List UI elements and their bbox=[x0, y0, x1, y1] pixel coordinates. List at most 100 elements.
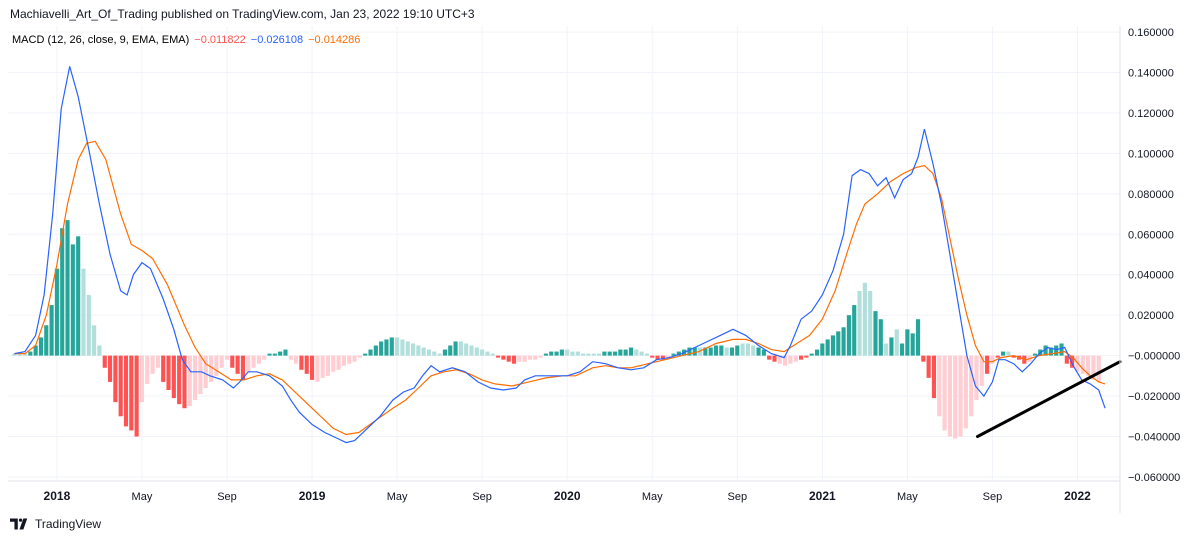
histogram-bar bbox=[884, 343, 889, 356]
x-tick-label: 2019 bbox=[299, 489, 326, 503]
histogram-bar bbox=[262, 355, 267, 360]
histogram-bar bbox=[995, 355, 1000, 358]
histogram-bar bbox=[28, 351, 33, 356]
indicator-legend[interactable]: MACD (12, 26, close, 9, EMA, EMA) −0.011… bbox=[12, 34, 360, 46]
histogram-bar bbox=[400, 339, 405, 356]
histogram-bar bbox=[432, 351, 437, 356]
histogram-bar bbox=[357, 355, 362, 358]
histogram-bar bbox=[501, 355, 506, 360]
histogram-bar bbox=[352, 355, 357, 362]
histogram-bar bbox=[985, 355, 990, 374]
time-axis[interactable]: 2018 May Sep 2019 May Sep 2020 May Sep 2021 May Sep… bbox=[44, 489, 1092, 503]
histogram-bar bbox=[272, 353, 277, 356]
histogram-bar bbox=[171, 355, 176, 399]
histogram-bar bbox=[246, 355, 251, 372]
histogram-bar bbox=[442, 349, 448, 356]
y-tick-label: −0.040000 bbox=[1128, 432, 1180, 444]
histogram-bar bbox=[581, 353, 586, 356]
x-tick-label: 2018 bbox=[44, 489, 71, 503]
histogram-bar bbox=[139, 355, 145, 403]
histogram-bar bbox=[1059, 343, 1064, 356]
histogram-bar bbox=[49, 305, 54, 356]
histogram-bar bbox=[379, 341, 384, 356]
histogram-bar bbox=[38, 337, 44, 356]
histogram-bar bbox=[70, 244, 75, 356]
footer-brand[interactable]: TradingView bbox=[10, 515, 101, 533]
histogram-bar bbox=[990, 355, 995, 364]
histogram-bar bbox=[1006, 351, 1011, 356]
indicator-label[interactable]: MACD (12, 26, close, 9, EMA, EMA) bbox=[12, 34, 189, 46]
histogram-bar bbox=[538, 355, 543, 358]
histogram-bar bbox=[868, 290, 873, 356]
histogram-bar bbox=[368, 349, 373, 356]
trendline-layer bbox=[976, 360, 1122, 439]
histogram-bar bbox=[1043, 345, 1048, 356]
histogram-bar bbox=[761, 349, 766, 356]
histogram-bar bbox=[453, 341, 458, 356]
histogram-bar bbox=[650, 355, 655, 358]
histogram-bar bbox=[862, 282, 867, 356]
x-tick-label: Sep bbox=[472, 491, 492, 503]
histogram-bar bbox=[591, 353, 596, 356]
histogram-bar bbox=[751, 345, 756, 356]
histogram-bar bbox=[607, 351, 612, 356]
histogram-bar bbox=[740, 343, 745, 356]
histogram-bar bbox=[979, 355, 984, 386]
histogram-bar bbox=[389, 337, 394, 356]
histogram-bar bbox=[676, 351, 681, 356]
histogram-bar bbox=[81, 268, 86, 356]
chart-container[interactable]: 0.160000 0.140000 0.120000 0.100000 0.080000… bbox=[8, 26, 1192, 513]
histogram-bar bbox=[756, 347, 761, 356]
histogram-bar bbox=[798, 355, 804, 360]
legend-value-histogram: −0.011822 bbox=[194, 34, 246, 46]
histogram-bar bbox=[235, 355, 240, 374]
histogram-bar bbox=[410, 343, 416, 356]
histogram-bar bbox=[60, 228, 65, 356]
histogram-bar bbox=[612, 351, 618, 356]
histogram-bar bbox=[182, 355, 187, 409]
histogram-bar bbox=[325, 355, 331, 376]
histogram-bar bbox=[788, 355, 793, 364]
histogram-bar bbox=[86, 294, 91, 356]
histogram-bar bbox=[793, 355, 798, 362]
histogram-bar bbox=[224, 355, 230, 360]
histogram-bar bbox=[836, 331, 841, 356]
histogram-bar bbox=[464, 343, 469, 356]
histogram-bar bbox=[522, 355, 527, 362]
histogram-bar bbox=[767, 355, 772, 360]
histogram-bar bbox=[395, 337, 400, 356]
histogram-bar bbox=[107, 355, 113, 382]
histogram-bar bbox=[320, 355, 325, 378]
histogram-bar bbox=[145, 355, 150, 384]
histogram-bar bbox=[341, 355, 347, 366]
histogram-bar bbox=[506, 355, 511, 362]
histogram-bar bbox=[969, 355, 974, 417]
histogram-bar bbox=[304, 355, 309, 374]
histogram-bar bbox=[772, 355, 777, 362]
histogram-bar bbox=[283, 349, 288, 356]
histogram-bar bbox=[735, 345, 740, 356]
histogram-bar bbox=[1080, 355, 1085, 374]
histogram-bar bbox=[490, 353, 495, 356]
histogram-bar bbox=[953, 355, 958, 439]
histogram-bar bbox=[660, 355, 665, 360]
histogram-bar bbox=[517, 355, 522, 362]
histogram-bar bbox=[804, 355, 809, 358]
histogram-bar bbox=[363, 353, 368, 356]
histogram-bar bbox=[33, 345, 38, 356]
histogram-bar bbox=[1070, 355, 1075, 368]
histogram-bar bbox=[123, 355, 129, 427]
histogram-bar bbox=[597, 353, 602, 356]
histogram-bar bbox=[294, 355, 299, 364]
macd-chart[interactable]: 0.160000 0.140000 0.120000 0.100000 0.080000… bbox=[8, 26, 1192, 513]
trendline[interactable] bbox=[976, 360, 1122, 439]
y-tick-label: 0.040000 bbox=[1128, 270, 1174, 282]
histogram-bar bbox=[559, 349, 564, 356]
histogram-bar bbox=[783, 355, 788, 366]
histogram-bar bbox=[623, 349, 628, 356]
chart-background bbox=[8, 26, 1192, 513]
histogram-bar bbox=[458, 341, 463, 356]
histogram-bar bbox=[777, 355, 782, 364]
price-axis[interactable]: 0.160000 0.140000 0.120000 0.100000 0.080000… bbox=[1128, 27, 1180, 484]
footer-brand-name: TradingView bbox=[35, 517, 102, 531]
